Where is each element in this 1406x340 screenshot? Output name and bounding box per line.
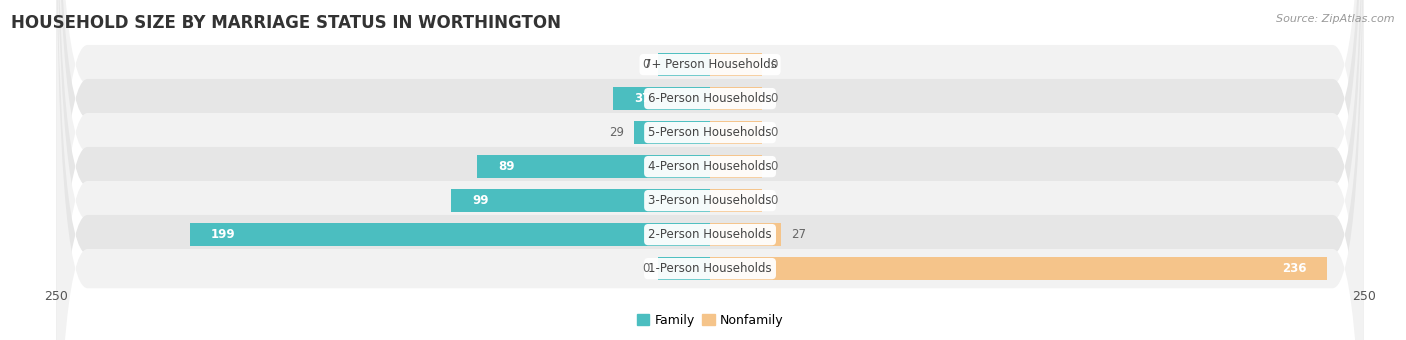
Text: 199: 199 [211,228,235,241]
Text: 7+ Person Households: 7+ Person Households [644,58,776,71]
FancyBboxPatch shape [56,0,1364,340]
Bar [658,53,710,76]
FancyBboxPatch shape [56,0,1364,340]
Text: 0: 0 [770,92,778,105]
Bar [710,53,762,76]
FancyBboxPatch shape [56,0,1364,340]
Bar [710,87,762,110]
Bar [451,189,710,212]
Bar [613,87,710,110]
Text: Source: ZipAtlas.com: Source: ZipAtlas.com [1277,14,1395,23]
Text: 3-Person Households: 3-Person Households [648,194,772,207]
Text: 37: 37 [634,92,651,105]
Text: 2-Person Households: 2-Person Households [648,228,772,241]
Text: 0: 0 [770,58,778,71]
Text: 89: 89 [498,160,515,173]
Text: 1-Person Households: 1-Person Households [648,262,772,275]
Text: 4-Person Households: 4-Person Households [648,160,772,173]
Text: 0: 0 [770,160,778,173]
Bar [477,155,710,178]
Text: 0: 0 [643,58,650,71]
Text: 6-Person Households: 6-Person Households [648,92,772,105]
Bar [710,189,762,212]
Bar [634,121,710,144]
Text: 29: 29 [609,126,624,139]
Text: HOUSEHOLD SIZE BY MARRIAGE STATUS IN WORTHINGTON: HOUSEHOLD SIZE BY MARRIAGE STATUS IN WOR… [11,14,561,32]
Text: 0: 0 [643,262,650,275]
FancyBboxPatch shape [56,0,1364,340]
Text: 99: 99 [472,194,488,207]
Bar [190,223,710,246]
Legend: Family, Nonfamily: Family, Nonfamily [631,309,789,332]
FancyBboxPatch shape [56,0,1364,340]
Bar [710,121,762,144]
Bar [710,223,780,246]
Bar [658,257,710,280]
Text: 27: 27 [792,228,806,241]
Text: 0: 0 [770,126,778,139]
Text: 236: 236 [1282,262,1306,275]
FancyBboxPatch shape [56,0,1364,340]
Text: 5-Person Households: 5-Person Households [648,126,772,139]
Bar [710,155,762,178]
FancyBboxPatch shape [56,0,1364,340]
Text: 0: 0 [770,194,778,207]
Bar [710,257,1327,280]
